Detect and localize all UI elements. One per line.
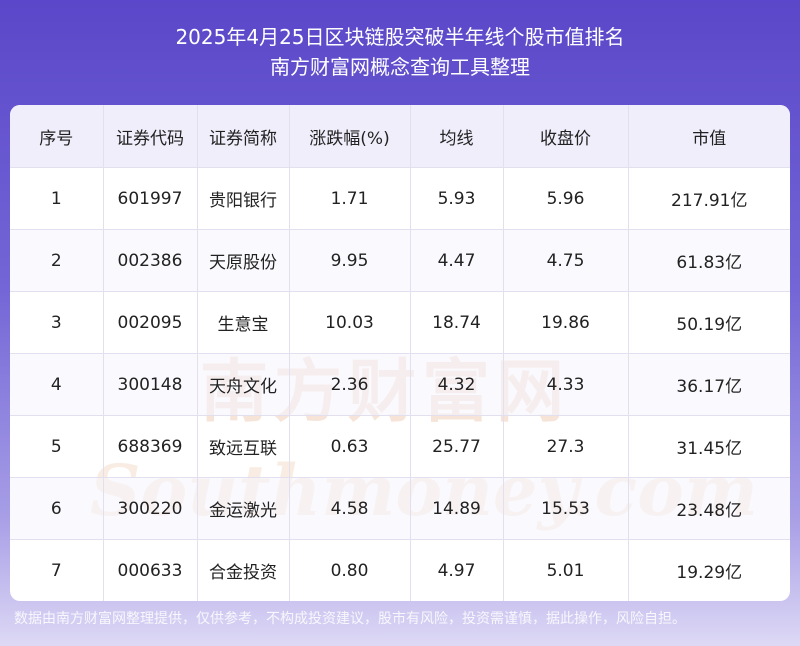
cell-close: 4.75 <box>503 229 629 292</box>
col-header-code: 证券代码 <box>103 105 198 168</box>
cell-ma: 25.77 <box>410 415 504 478</box>
cell-name: 致远互联 <box>197 415 290 478</box>
cell-code: 688369 <box>103 415 198 478</box>
cell-name: 天原股份 <box>197 229 290 292</box>
cell-index: 4 <box>10 353 104 416</box>
cell-index: 2 <box>10 229 104 292</box>
cell-code: 601997 <box>103 167 198 230</box>
cell-mktcap: 36.17亿 <box>628 353 790 416</box>
cell-code: 002095 <box>103 291 198 354</box>
cell-change: 0.63 <box>289 415 411 478</box>
stock-ranking-table: 序号 证券代码 证券简称 涨跌幅(%) 均线 收盘价 市值 1 601997 贵… <box>10 105 790 601</box>
cell-mktcap: 50.19亿 <box>628 291 790 354</box>
cell-close: 15.53 <box>503 477 629 540</box>
cell-close: 4.33 <box>503 353 629 416</box>
cell-name: 合金投资 <box>197 539 290 601</box>
table-row: 2 002386 天原股份 9.95 4.47 4.75 61.83亿 <box>10 229 790 292</box>
cell-change: 0.80 <box>289 539 411 601</box>
cell-mktcap: 217.91亿 <box>628 167 790 230</box>
col-header-change: 涨跌幅(%) <box>289 105 411 168</box>
cell-index: 1 <box>10 167 104 230</box>
cell-mktcap: 23.48亿 <box>628 477 790 540</box>
cell-index: 7 <box>10 539 104 601</box>
cell-change: 10.03 <box>289 291 411 354</box>
cell-ma: 5.93 <box>410 167 504 230</box>
cell-change: 2.36 <box>289 353 411 416</box>
cell-name: 贵阳银行 <box>197 167 290 230</box>
cell-code: 300148 <box>103 353 198 416</box>
cell-change: 9.95 <box>289 229 411 292</box>
cell-name: 天舟文化 <box>197 353 290 416</box>
cell-change: 4.58 <box>289 477 411 540</box>
col-header-mktcap: 市值 <box>628 105 790 168</box>
cell-ma: 4.47 <box>410 229 504 292</box>
cell-name: 生意宝 <box>197 291 290 354</box>
cell-index: 3 <box>10 291 104 354</box>
cell-close: 5.96 <box>503 167 629 230</box>
cell-index: 6 <box>10 477 104 540</box>
table-row: 1 601997 贵阳银行 1.71 5.93 5.96 217.91亿 <box>10 167 790 230</box>
cell-index: 5 <box>10 415 104 478</box>
disclaimer-text: 数据由南方财富网整理提供，仅供参考，不构成投资建议，股市有风险，投资需谨慎，据此… <box>14 611 686 627</box>
cell-ma: 4.97 <box>410 539 504 601</box>
cell-close: 5.01 <box>503 539 629 601</box>
cell-close: 27.3 <box>503 415 629 478</box>
cell-ma: 14.89 <box>410 477 504 540</box>
table-header-row: 序号 证券代码 证券简称 涨跌幅(%) 均线 收盘价 市值 <box>10 105 790 168</box>
table-row: 7 000633 合金投资 0.80 4.97 5.01 19.29亿 <box>10 539 790 601</box>
ranking-table-card: 南方财富网 Southmoney.com 序号 证券代码 证券简称 涨跌幅(%)… <box>10 105 790 601</box>
cell-mktcap: 61.83亿 <box>628 229 790 292</box>
cell-change: 1.71 <box>289 167 411 230</box>
page-title: 2025年4月25日区块链股突破半年线个股市值排名 <box>175 25 625 49</box>
table-row: 6 300220 金运激光 4.58 14.89 15.53 23.48亿 <box>10 477 790 540</box>
cell-name: 金运激光 <box>197 477 290 540</box>
table-row: 3 002095 生意宝 10.03 18.74 19.86 50.19亿 <box>10 291 790 354</box>
table-row: 4 300148 天舟文化 2.36 4.32 4.33 36.17亿 <box>10 353 790 416</box>
col-header-ma: 均线 <box>410 105 504 168</box>
cell-close: 19.86 <box>503 291 629 354</box>
page-header: 2025年4月25日区块链股突破半年线个股市值排名 南方财富网概念查询工具整理 <box>0 0 800 110</box>
table-row: 5 688369 致远互联 0.63 25.77 27.3 31.45亿 <box>10 415 790 478</box>
cell-code: 300220 <box>103 477 198 540</box>
cell-code: 000633 <box>103 539 198 601</box>
cell-ma: 18.74 <box>410 291 504 354</box>
col-header-index: 序号 <box>10 105 104 168</box>
col-header-close: 收盘价 <box>503 105 629 168</box>
cell-mktcap: 19.29亿 <box>628 539 790 601</box>
cell-mktcap: 31.45亿 <box>628 415 790 478</box>
cell-code: 002386 <box>103 229 198 292</box>
cell-ma: 4.32 <box>410 353 504 416</box>
page-subtitle: 南方财富网概念查询工具整理 <box>270 55 530 79</box>
col-header-name: 证券简称 <box>197 105 290 168</box>
